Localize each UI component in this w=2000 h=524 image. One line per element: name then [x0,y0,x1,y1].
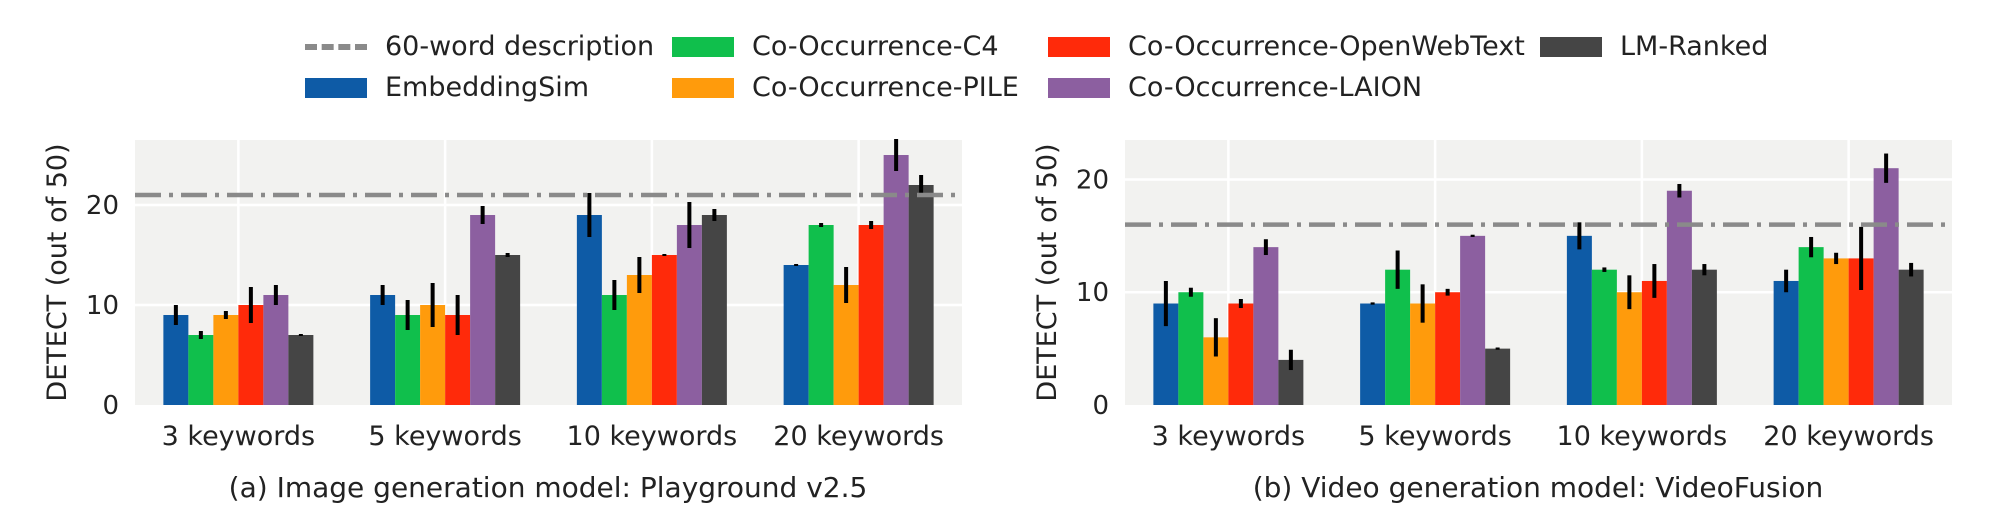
legend-color-swatch [1048,77,1110,98]
plot-background [135,140,962,405]
x-tick-label: 5 keywords [1358,421,1511,452]
legend-item-lm-ranked: LM-Ranked [1540,31,1768,62]
bar [1691,269,1717,405]
bar [470,215,496,405]
bar [1873,168,1899,405]
bar [1253,247,1279,405]
legend-color-swatch [1540,36,1602,57]
bar [263,295,289,405]
bar [1153,303,1179,405]
bar [420,305,446,405]
legend-line-swatch [305,43,367,50]
legend-label: 60-word description [385,31,655,62]
x-tick-label: 20 keywords [773,421,944,452]
bar [1460,235,1486,405]
bar [833,285,859,405]
bar [1773,280,1799,405]
y-tick-label: 20 [1076,165,1109,195]
bar [495,255,521,405]
legend-label: LM-Ranked [1620,31,1769,62]
x-tick-label: 10 keywords [567,421,738,452]
bar [1798,247,1824,405]
bar [288,335,314,405]
bar [188,335,214,405]
bar [1278,359,1304,405]
x-tick-label: 5 keywords [368,421,521,452]
legend-item-co-occurrence-openwebtext: Co-Occurrence-OpenWebText [1048,31,1525,62]
bar [1591,269,1617,405]
bar [1898,269,1924,405]
bar [1823,258,1849,405]
bar [651,255,677,405]
panel-caption: (b) Video generation model: VideoFusion [1253,471,1824,504]
legend-color-swatch [672,77,734,98]
bar [1666,190,1692,405]
bar [626,275,652,405]
bar [1178,292,1204,405]
plot-background [1125,140,1952,405]
legend-item-60-word-description: 60-word description [305,31,654,62]
bar [576,215,602,405]
bar [783,265,809,405]
legend-item-embeddingsim: EmbeddingSim [305,72,589,103]
bar [601,295,627,405]
bar [1360,303,1386,405]
legend-color-swatch [672,36,734,57]
bar [1848,258,1874,405]
x-tick-label: 20 keywords [1763,421,1934,452]
bar [1616,292,1642,405]
bar [1410,303,1436,405]
x-tick-label: 3 keywords [162,421,315,452]
chart-legend: 60-word description EmbeddingSim Co-Occurr… [0,0,2000,115]
x-tick-label: 3 keywords [1152,421,1305,452]
legend-item-co-occurrence-laion: Co-Occurrence-LAION [1048,72,1422,103]
bar [1203,337,1229,405]
y-tick-label: 10 [1076,278,1109,308]
y-tick-label: 0 [1092,391,1109,421]
panel-caption: (a) Image generation model: Playground v… [229,471,868,504]
bar [395,315,421,405]
legend-label: Co-Occurrence-OpenWebText [1128,31,1525,62]
y-axis-label: DETECT (out of 50) [42,143,73,401]
bar [1228,303,1254,405]
bar [808,225,834,405]
bar [213,315,239,405]
legend-label: EmbeddingSim [385,72,590,103]
bar [1566,235,1592,405]
bar [858,225,884,405]
legend-item-co-occurrence-c4: Co-Occurrence-C4 [672,31,999,62]
bar [676,225,702,405]
bar [1435,292,1461,405]
bar [238,305,264,405]
bar [370,295,396,405]
bar [1485,348,1511,405]
x-tick-label: 10 keywords [1557,421,1728,452]
y-axis-label: DETECT (out of 50) [1032,143,1063,401]
bar [701,215,727,405]
y-tick-label: 20 [86,191,119,221]
bar [908,185,934,405]
y-tick-label: 10 [86,291,119,321]
bar [445,315,471,405]
bar [1641,280,1667,405]
legend-label: Co-Occurrence-LAION [1128,72,1423,103]
legend-color-swatch [305,77,367,98]
legend-label: Co-Occurrence-PILE [752,72,1019,103]
bar [163,315,189,405]
bar [1385,269,1411,405]
bar [883,155,909,405]
legend-label: Co-Occurrence-C4 [752,31,999,62]
y-tick-label: 0 [102,391,119,421]
legend-color-swatch [1048,36,1110,57]
legend-item-co-occurrence-pile: Co-Occurrence-PILE [672,72,1019,103]
